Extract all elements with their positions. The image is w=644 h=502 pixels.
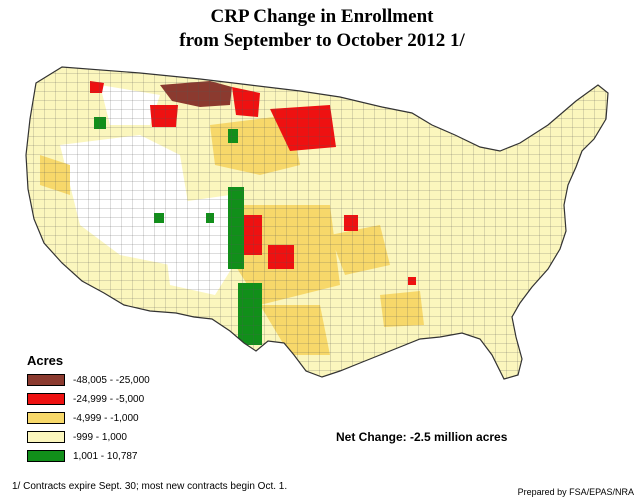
legend-item: 1,001 - 10,787 — [27, 448, 187, 464]
legend-item: -24,999 - -5,000 — [27, 391, 187, 407]
legend-label: -48,005 - -25,000 — [73, 374, 150, 386]
footnote: 1/ Contracts expire Sept. 30; most new c… — [12, 481, 288, 492]
us-county-map — [25, 66, 609, 380]
legend-swatch — [27, 412, 65, 424]
county-boundaries — [26, 67, 608, 379]
legend-swatch — [27, 431, 65, 443]
legend-label: -999 - 1,000 — [73, 431, 127, 443]
map-title-line-1: CRP Change in Enrollment — [210, 6, 434, 27]
legend-label: -24,999 - -5,000 — [73, 393, 145, 405]
legend-item: -48,005 - -25,000 — [27, 372, 187, 388]
legend-swatch — [27, 450, 65, 462]
legend-title: Acres — [27, 353, 64, 368]
legend: Acres -48,005 - -25,000 -24,999 - -5,000… — [27, 353, 187, 467]
legend-swatch — [27, 374, 65, 386]
prepared-by-credit: Prepared by FSA/EPAS/NRA — [517, 487, 634, 497]
legend-label: -4,999 - -1,000 — [73, 412, 139, 424]
california-gain-region — [34, 245, 44, 257]
legend-label: 1,001 - 10,787 — [73, 450, 138, 462]
legend-item: -999 - 1,000 — [27, 429, 187, 445]
net-change-label: Net Change: -2.5 million acres — [336, 430, 508, 444]
legend-swatch — [27, 393, 65, 405]
map-title-line-2: from September to October 2012 1/ — [179, 30, 465, 51]
legend-item: -4,999 - -1,000 — [27, 410, 187, 426]
